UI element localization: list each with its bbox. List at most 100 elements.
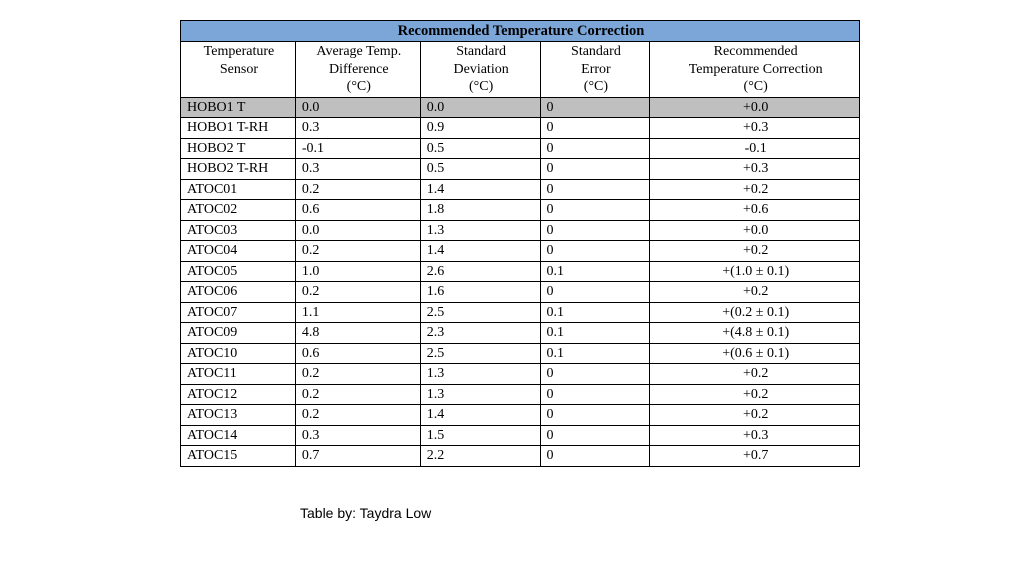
column-header: RecommendedTemperature Correction(°C) (650, 42, 860, 98)
table-cell: ATOC02 (181, 200, 296, 221)
table-cell: 4.8 (295, 323, 420, 344)
table-row: HOBO1 T0.00.00+0.0 (181, 97, 860, 118)
table-cell: 1.4 (420, 405, 540, 426)
table-row: HOBO1 T-RH0.30.90+0.3 (181, 118, 860, 139)
table-cell: 0 (540, 179, 650, 200)
table-cell: 2.2 (420, 446, 540, 467)
table-cell: 1.3 (420, 384, 540, 405)
table-cell: +0.7 (650, 446, 860, 467)
table-cell: 1.1 (295, 302, 420, 323)
table-cell: ATOC13 (181, 405, 296, 426)
table-cell: 0.2 (295, 405, 420, 426)
table-cell: 0 (540, 118, 650, 139)
table-cell: 2.5 (420, 302, 540, 323)
table-cell: 0 (540, 446, 650, 467)
table-row: ATOC094.82.30.1+(4.8 ± 0.1) (181, 323, 860, 344)
table-cell: ATOC10 (181, 343, 296, 364)
table-cell: 0.5 (420, 138, 540, 159)
table-body: HOBO1 T0.00.00+0.0HOBO1 T-RH0.30.90+0.3H… (181, 97, 860, 466)
table-cell: 0.2 (295, 384, 420, 405)
table-cell: HOBO1 T (181, 97, 296, 118)
table-cell: 1.0 (295, 261, 420, 282)
table-row: ATOC110.21.30+0.2 (181, 364, 860, 385)
table-row: ATOC140.31.50+0.3 (181, 425, 860, 446)
table-cell: +0.2 (650, 241, 860, 262)
table-cell: 0.1 (540, 323, 650, 344)
column-header: TemperatureSensor (181, 42, 296, 98)
table-cell: +0.6 (650, 200, 860, 221)
table-cell: HOBO2 T-RH (181, 159, 296, 180)
table-row: HOBO2 T-0.10.50-0.1 (181, 138, 860, 159)
table-cell: 0.9 (420, 118, 540, 139)
column-header: StandardDeviation(°C) (420, 42, 540, 98)
table-cell: 0 (540, 384, 650, 405)
table-cell: +(0.2 ± 0.1) (650, 302, 860, 323)
table-cell: 0 (540, 220, 650, 241)
table-row: ATOC120.21.30+0.2 (181, 384, 860, 405)
table-cell: 0.0 (420, 97, 540, 118)
table-cell: +0.2 (650, 282, 860, 303)
table-cell: 1.3 (420, 220, 540, 241)
table-row: ATOC060.21.60+0.2 (181, 282, 860, 303)
table-cell: 0.2 (295, 241, 420, 262)
table-cell: +0.3 (650, 159, 860, 180)
table-cell: 2.6 (420, 261, 540, 282)
table-cell: +0.2 (650, 405, 860, 426)
table-cell: ATOC07 (181, 302, 296, 323)
table-row: ATOC010.21.40+0.2 (181, 179, 860, 200)
table-cell: 0.6 (295, 343, 420, 364)
table-cell: 0 (540, 138, 650, 159)
table-cell: +(0.6 ± 0.1) (650, 343, 860, 364)
table-row: ATOC130.21.40+0.2 (181, 405, 860, 426)
table-cell: 0.5 (420, 159, 540, 180)
table-cell: 0.3 (295, 159, 420, 180)
table-cell: 0.2 (295, 364, 420, 385)
table-row: ATOC071.12.50.1+(0.2 ± 0.1) (181, 302, 860, 323)
table-cell: 0 (540, 97, 650, 118)
table-cell: HOBO1 T-RH (181, 118, 296, 139)
table-cell: 0.3 (295, 118, 420, 139)
table-cell: 2.3 (420, 323, 540, 344)
table-cell: ATOC09 (181, 323, 296, 344)
table-cell: 0.2 (295, 179, 420, 200)
table-cell: ATOC12 (181, 384, 296, 405)
table-row: ATOC150.72.20+0.7 (181, 446, 860, 467)
table-cell: 0.3 (295, 425, 420, 446)
table-cell: 0 (540, 200, 650, 221)
table-cell: 0.6 (295, 200, 420, 221)
table-cell: 1.3 (420, 364, 540, 385)
table-cell: 0.7 (295, 446, 420, 467)
table-cell: 1.4 (420, 179, 540, 200)
table-row: ATOC100.62.50.1+(0.6 ± 0.1) (181, 343, 860, 364)
table-cell: HOBO2 T (181, 138, 296, 159)
table-row: HOBO2 T-RH0.30.50+0.3 (181, 159, 860, 180)
table-cell: 0.2 (295, 282, 420, 303)
table-title: Recommended Temperature Correction (181, 21, 860, 42)
table-cell: 0.1 (540, 261, 650, 282)
table-cell: 1.5 (420, 425, 540, 446)
table-cell: ATOC11 (181, 364, 296, 385)
table-cell: -0.1 (650, 138, 860, 159)
table-cell: ATOC03 (181, 220, 296, 241)
table-cell: 0 (540, 282, 650, 303)
column-header: StandardError(°C) (540, 42, 650, 98)
table-cell: ATOC01 (181, 179, 296, 200)
table-cell: 1.6 (420, 282, 540, 303)
table-cell: ATOC15 (181, 446, 296, 467)
table-cell: 1.4 (420, 241, 540, 262)
table-row: ATOC051.02.60.1+(1.0 ± 0.1) (181, 261, 860, 282)
table-cell: 1.8 (420, 200, 540, 221)
correction-table: Recommended Temperature Correction Tempe… (180, 20, 860, 467)
table-cell: +0.2 (650, 364, 860, 385)
table-cell: 0.1 (540, 302, 650, 323)
table-cell: +0.2 (650, 384, 860, 405)
table-cell: +0.3 (650, 425, 860, 446)
table-cell: 0 (540, 241, 650, 262)
table-cell: +0.2 (650, 179, 860, 200)
table-cell: ATOC06 (181, 282, 296, 303)
table-cell: +(1.0 ± 0.1) (650, 261, 860, 282)
table-cell: 0 (540, 405, 650, 426)
table-caption: Table by: Taydra Low (300, 505, 1024, 521)
table-cell: +0.0 (650, 220, 860, 241)
table-cell: 0 (540, 159, 650, 180)
